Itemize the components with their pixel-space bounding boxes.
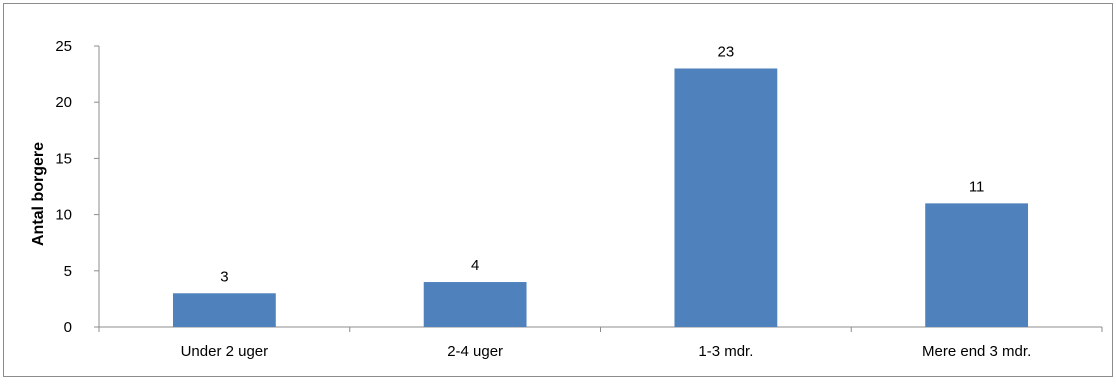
y-tick-label: 20 [55,94,72,111]
bar-chart: Antal borgere 0 5 10 15 20 25 3 Under 2 uger 4 2… [30,38,1103,360]
y-tick-label: 0 [64,319,72,336]
category-label: Mere end 3 mdr. [922,343,1031,360]
bar [674,68,778,327]
bar [925,203,1029,327]
bar [423,282,527,327]
category-label: 2-4 uger [447,343,503,360]
category-label: Under 2 uger [181,343,269,360]
y-axis-label: Antal borgere [30,142,47,246]
labels: 3 Under 2 uger 4 2-4 uger 23 1-3 mdr. 11 Mere e… [181,43,1032,360]
chart-frame: Antal borgere 0 5 10 15 20 25 3 Under 2 uger 4 2… [3,3,1113,377]
y-tick-label: 25 [55,38,72,55]
y-tick-label: 5 [64,263,72,280]
y-tick-label: 10 [55,207,72,224]
data-label: 4 [471,257,479,274]
y-tick-label: 15 [55,150,72,167]
bars [172,68,1029,327]
bar [172,293,276,327]
data-label: 11 [969,178,985,195]
data-label: 23 [718,43,735,60]
category-label: 1-3 mdr. [698,343,753,360]
data-label: 3 [220,268,228,285]
